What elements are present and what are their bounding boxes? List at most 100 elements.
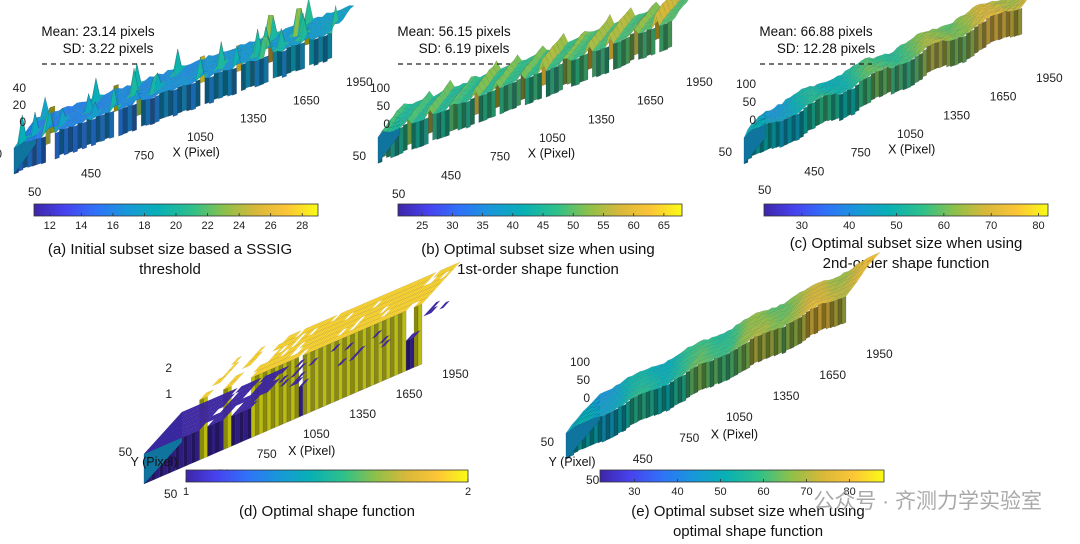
x-tick-label: 450: [441, 168, 461, 182]
x-tick-label: 1350: [240, 112, 267, 126]
surface-skirt-a: [313, 37, 319, 67]
z-tick-label: 40: [13, 81, 27, 95]
surface-skirt-c: [922, 49, 927, 78]
x-tick-label: 750: [257, 447, 277, 461]
surface-cell-d: [247, 400, 258, 410]
surface-skirt-a: [190, 82, 196, 111]
surface-skirt-e: [789, 320, 795, 350]
surface-skirt-a: [290, 43, 296, 72]
surface-skirt-e: [609, 410, 615, 439]
surface-skirt-e: [653, 387, 659, 417]
y-axis-label: Y (Pixel): [548, 455, 595, 469]
surface-skirt-b: [600, 47, 605, 76]
z-tick-label: 50: [743, 95, 757, 109]
surface-skirt-a: [118, 108, 124, 137]
x-tick-label: 1950: [866, 347, 893, 361]
panel-caption: (a) Initial subset size based a SSSIG: [48, 241, 292, 258]
surface-skirt-b: [453, 102, 458, 131]
surface-skirt-c: [950, 38, 955, 68]
surface-skirt-c: [791, 113, 796, 143]
surface-cell-d: [270, 377, 281, 387]
surface-skirt-c: [783, 117, 788, 146]
surface-skirt-b: [558, 63, 563, 92]
surface-skirt-e: [657, 386, 663, 415]
surface-skirt-a: [309, 37, 315, 66]
z-tick-label: 0: [583, 391, 590, 405]
surface-skirt-e: [813, 306, 819, 335]
surface-skirt-c: [930, 43, 935, 72]
surface-skirt-a: [77, 121, 83, 150]
surface-cell-c: [1009, 0, 1016, 6]
surface-skirt-e: [689, 367, 695, 396]
watermark-text: 公众号 · 齐测力学实验室: [813, 490, 1042, 513]
surface-skirt-b: [642, 30, 647, 60]
surface-skirt-e: [741, 343, 747, 372]
surface-skirt-e: [817, 303, 823, 332]
surface-skirt-d: [401, 310, 407, 373]
surface-skirt-b: [617, 40, 622, 69]
colorbar-d: [185, 469, 469, 483]
surface-skirt-c: [894, 64, 900, 93]
surface-skirt-a: [41, 136, 46, 165]
surface-cell-b: [678, 0, 687, 6]
surface-skirt-a: [150, 97, 156, 126]
surface-skirt-e: [641, 391, 647, 420]
surface-skirt-e: [705, 360, 711, 389]
x-tick-label: 450: [804, 164, 824, 178]
surface-skirt-a: [168, 88, 174, 117]
surface-skirt-b: [621, 38, 626, 67]
surface-cell-d: [425, 272, 437, 282]
surface-skirt-b: [625, 36, 631, 65]
surface-skirt-e: [645, 390, 651, 419]
surface-skirt-c: [811, 101, 816, 130]
surface-skirt-a: [109, 110, 115, 139]
colorbar-tick-label: 12: [44, 220, 56, 232]
surface-skirt-e: [769, 328, 775, 358]
x-tick-label: 1050: [897, 127, 924, 141]
x-tick-label: 450: [81, 167, 101, 181]
surface-skirt-c: [767, 121, 772, 150]
surface-skirt-b: [482, 93, 488, 122]
surface-cell-c: [1021, 0, 1025, 2]
x-tick-label: 750: [490, 150, 510, 164]
surface-skirt-c: [831, 93, 836, 122]
surface-skirt-c: [994, 13, 999, 42]
colorbar-b: [397, 203, 683, 217]
colorbar-tick-label: 20: [170, 220, 182, 232]
surface-skirt-b: [470, 97, 475, 126]
surface-skirt-c: [827, 93, 832, 122]
surface-cell-d: [227, 387, 238, 397]
surface-skirt-a: [227, 68, 233, 97]
surface-skirt-c: [878, 69, 884, 98]
surface-skirt-e: [669, 380, 675, 410]
surface-skirt-a: [263, 55, 269, 84]
surface-skirt-b: [571, 58, 576, 88]
colorbar-tick-label: 35: [476, 220, 488, 232]
surface-cell-b: [681, 0, 686, 2]
surface-cell-b: [677, 0, 683, 4]
surface-skirt-a: [250, 59, 255, 88]
surface-skirt-d: [397, 312, 403, 375]
panel-b: 50 450 750 1050 1350 1650 1950 X (Pixel) 100 50 0 5…: [353, 0, 713, 278]
colorbar-tick-label: 40: [671, 486, 683, 498]
surface-cell-d: [250, 377, 262, 387]
surface-skirt-d: [187, 433, 192, 466]
z-tick-label: 0: [19, 115, 26, 129]
surface-skirt-a: [91, 118, 96, 147]
surface-skirt-a: [95, 114, 101, 144]
surface-skirt-c: [946, 39, 951, 68]
surface-skirt-b: [512, 81, 517, 110]
surface-skirt-b: [499, 86, 505, 115]
surface-skirt-b: [650, 27, 656, 56]
surface-skirt-d: [386, 317, 391, 380]
surface-skirt-e: [745, 341, 751, 370]
surface-skirt-c: [858, 79, 864, 108]
x-tick-label: 750: [679, 431, 699, 445]
panel-caption: (c) Optimal subset size when using: [790, 235, 1023, 252]
surface-skirt-b: [411, 121, 416, 150]
surface-skirt-e: [825, 300, 831, 330]
colorbar-tick-label: 60: [628, 220, 640, 232]
x-tick-label: 50: [392, 187, 406, 201]
colorbar-tick-label: 28: [296, 220, 308, 232]
